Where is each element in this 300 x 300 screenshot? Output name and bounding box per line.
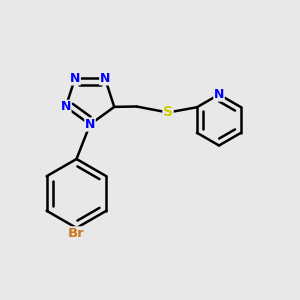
Text: N: N	[214, 88, 224, 101]
Text: N: N	[100, 72, 110, 85]
Text: N: N	[85, 118, 95, 131]
Text: N: N	[70, 72, 80, 85]
Text: Br: Br	[68, 227, 85, 240]
Text: N: N	[61, 100, 71, 113]
Text: S: S	[163, 106, 173, 119]
